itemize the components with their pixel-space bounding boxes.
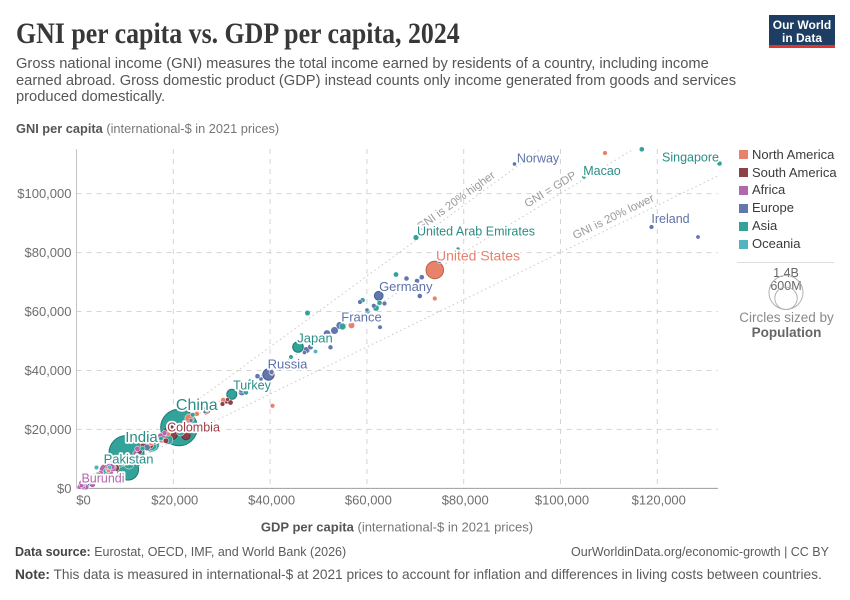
svg-text:$80,000: $80,000 <box>442 493 489 508</box>
svg-text:$60,000: $60,000 <box>25 304 72 319</box>
svg-text:$120,000: $120,000 <box>632 493 686 508</box>
svg-text:$60,000: $60,000 <box>345 493 392 508</box>
svg-text:Ireland: Ireland <box>651 212 689 226</box>
svg-text:Norway: Norway <box>517 152 560 166</box>
svg-text:Germany: Germany <box>379 279 433 294</box>
svg-text:India: India <box>125 429 158 446</box>
svg-text:$40,000: $40,000 <box>248 493 295 508</box>
svg-text:Russia: Russia <box>268 357 309 372</box>
svg-text:GNI is 20% lower: GNI is 20% lower <box>571 192 656 242</box>
svg-text:GDP per capita (international-: GDP per capita (international-$ in 2021 … <box>261 520 533 535</box>
svg-text:Macao: Macao <box>583 164 621 178</box>
svg-text:$100,000: $100,000 <box>17 186 71 201</box>
svg-text:$0: $0 <box>76 493 90 508</box>
svg-text:Singapore: Singapore <box>662 151 719 165</box>
svg-text:France: France <box>341 310 381 325</box>
svg-text:China: China <box>176 397 218 414</box>
svg-text:$0: $0 <box>57 481 71 496</box>
svg-text:United States: United States <box>436 248 520 264</box>
svg-text:$40,000: $40,000 <box>25 363 72 378</box>
svg-text:United Arab Emirates: United Arab Emirates <box>417 225 535 239</box>
svg-text:$80,000: $80,000 <box>25 245 72 260</box>
svg-text:$100,000: $100,000 <box>535 493 589 508</box>
svg-text:$20,000: $20,000 <box>151 493 198 508</box>
svg-text:Turkey: Turkey <box>233 379 271 393</box>
svg-text:Burundi: Burundi <box>81 472 124 486</box>
svg-text:Colombia: Colombia <box>167 421 220 435</box>
svg-text:$20,000: $20,000 <box>25 422 72 437</box>
svg-text:GNI = GDP: GNI = GDP <box>523 169 579 210</box>
svg-text:Pakistan: Pakistan <box>104 452 154 467</box>
svg-text:Japan: Japan <box>297 331 332 346</box>
